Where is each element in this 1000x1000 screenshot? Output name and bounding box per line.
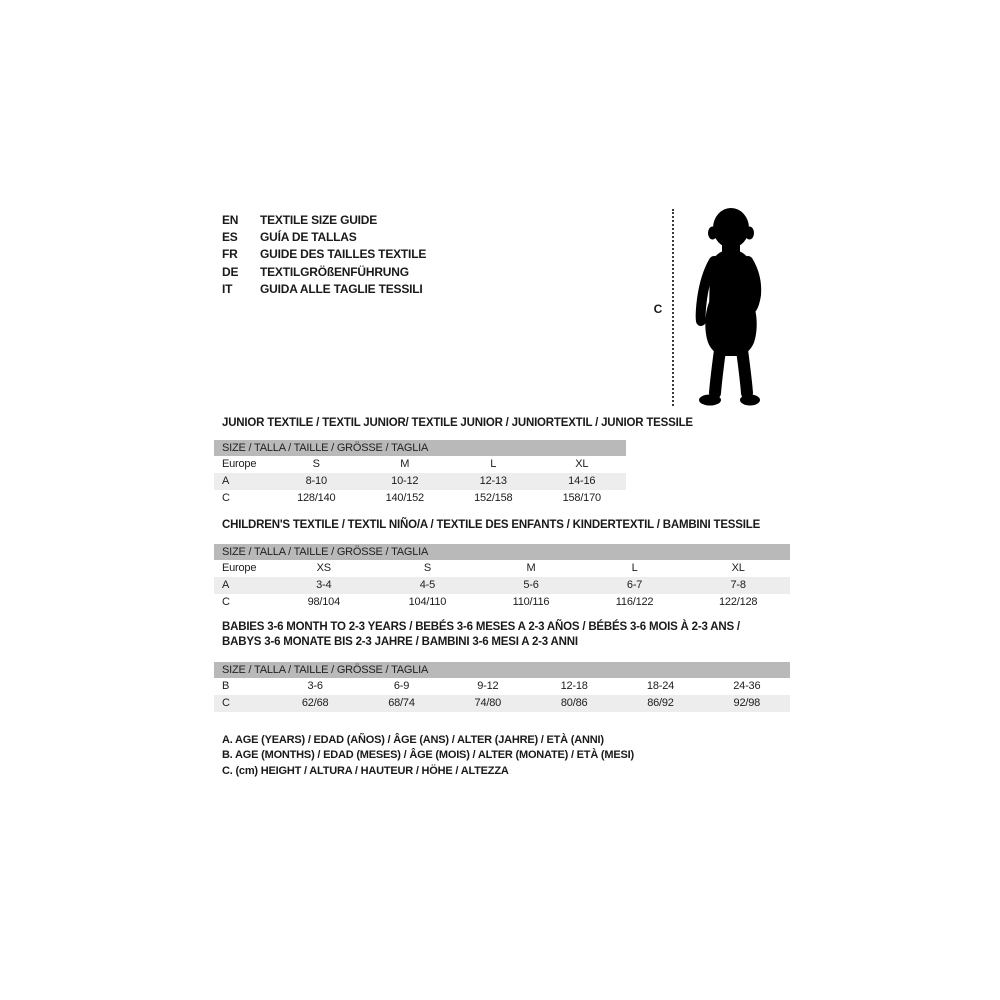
size-header-bar: SIZE / TALLA / TAILLE / GRÖSSE / TAGLIA: [214, 544, 790, 560]
age-cell: 10-12: [391, 475, 419, 487]
age-cell: 3-4: [316, 579, 332, 591]
row-label: B: [222, 680, 230, 692]
height-cell: 122/128: [718, 596, 758, 608]
height-measure-label: C: [653, 302, 663, 316]
size-cell: M: [400, 458, 410, 470]
language-label: GUÍA DE TALLAS: [260, 230, 357, 245]
size-cell: XS: [316, 562, 331, 574]
language-row: IT GUIDA ALLE TAGLIE TESSILI: [222, 281, 426, 298]
height-cell: 140/152: [385, 492, 425, 504]
row-label: C: [222, 492, 230, 504]
legend-block: A. AGE (YEARS) / EDAD (AÑOS) / ÂGE (ANS)…: [222, 733, 634, 779]
language-label: TEXTILE SIZE GUIDE: [260, 213, 378, 227]
language-code: DE: [222, 264, 239, 279]
children-table-title: CHILDREN'S TEXTILE / TEXTIL NIÑO/A / TEX…: [222, 519, 761, 531]
table-row-age: A 3-4 4-5 5-6 6-7 7-8: [214, 577, 790, 594]
height-cell: 98/104: [307, 596, 341, 608]
table-row-months: B 3-6 6-9 9-12 12-18 18-24 24-36: [214, 678, 790, 695]
age-cell: 8-10: [305, 475, 327, 487]
height-cell: 110/116: [512, 596, 550, 608]
language-code: FR: [222, 247, 238, 262]
size-cell: L: [490, 458, 497, 470]
language-row: DE TEXTILGRÖßENFÜHRUNG: [222, 264, 426, 281]
language-code: ES: [222, 230, 238, 245]
size-header-bar: SIZE / TALLA / TAILLE / GRÖSSE / TAGLIA: [214, 440, 626, 456]
age-cell: 5-6: [523, 579, 539, 591]
age-cell: 14-16: [568, 475, 596, 487]
table-row-height: C 128/140 140/152 152/158 158/170: [214, 490, 626, 507]
babies-title-line2: BABYS 3-6 MONATE BIS 2-3 JAHRE / BAMBINI…: [222, 636, 578, 648]
size-cell: XL: [731, 562, 745, 574]
months-cell: 3-6: [307, 680, 324, 692]
language-guide-block: EN TEXTILE SIZE GUIDE ES GUÍA DE TALLAS …: [222, 212, 426, 298]
table-row-age: A 8-10 10-12 12-13 14-16: [214, 473, 626, 490]
table-row-europe: Europe S M L XL: [214, 456, 626, 473]
row-label: C: [222, 697, 230, 709]
height-cell: 104/110: [408, 596, 447, 608]
months-cell: 18-24: [646, 680, 675, 692]
age-cell: 4-5: [419, 579, 436, 591]
height-cell: 74/80: [474, 697, 502, 709]
legend-line-a: A. AGE (YEARS) / EDAD (AÑOS) / ÂGE (ANS)…: [222, 734, 604, 746]
babies-table-title: BABIES 3-6 MONTH TO 2-3 YEARS / BEBÉS 3-…: [222, 620, 740, 650]
junior-table-title: JUNIOR TEXTILE / TEXTIL JUNIOR/ TEXTILE …: [222, 417, 693, 429]
language-code: EN: [222, 213, 239, 227]
height-cell: 128/140: [297, 492, 336, 504]
babies-title-line1: BABIES 3-6 MONTH TO 2-3 YEARS / BEBÉS 3-…: [222, 621, 740, 633]
language-row: ES GUÍA DE TALLAS: [222, 229, 426, 246]
months-cell: 24-36: [733, 680, 761, 692]
height-cell: 158/170: [562, 492, 602, 504]
toddler-silhouette-icon: [695, 208, 762, 406]
size-cell: S: [423, 562, 431, 574]
size-cell: S: [312, 458, 320, 470]
height-cell: 152/158: [474, 492, 513, 504]
age-cell: 7-8: [730, 579, 747, 591]
size-cell: M: [526, 562, 536, 574]
size-cell: XL: [575, 458, 589, 470]
size-cell: L: [631, 562, 638, 574]
size-header-bar: SIZE / TALLA / TAILLE / GRÖSSE / TAGLIA: [214, 662, 790, 678]
height-measure-dotted-line: [672, 209, 674, 406]
height-cell: 92/98: [733, 697, 761, 709]
language-code: IT: [222, 281, 233, 296]
babies-size-table: SIZE / TALLA / TAILLE / GRÖSSE / TAGLIA …: [214, 662, 790, 712]
table-row-height: C 98/104 104/110 110/116 116/122 122/128: [214, 594, 790, 611]
row-label: C: [222, 596, 230, 608]
junior-size-table: SIZE / TALLA / TAILLE / GRÖSSE / TAGLIA …: [214, 440, 626, 507]
legend-line-b: B. AGE (MONTHS) / EDAD (MESES) / ÂGE (MO…: [222, 749, 634, 762]
age-cell: 6-7: [626, 579, 643, 591]
legend-line-c: C. (cm) HEIGHT / ALTURA / HAUTEUR / HÖHE…: [222, 764, 509, 777]
height-cell: 86/92: [647, 697, 674, 709]
language-label: GUIDE DES TAILLES TEXTILE: [260, 247, 427, 262]
language-row: FR GUIDE DES TAILLES TEXTILE: [222, 246, 426, 263]
months-cell: 6-9: [393, 680, 410, 692]
language-label: GUIDA ALLE TAGLIE TESSILI: [260, 281, 423, 296]
row-label: Europe: [222, 562, 257, 574]
height-cell: 68/74: [388, 697, 415, 709]
height-cell: 62/68: [301, 697, 329, 709]
language-row: EN TEXTILE SIZE GUIDE: [222, 212, 426, 229]
row-label: A: [222, 475, 230, 487]
height-cell: 80/86: [560, 697, 588, 709]
row-label: Europe: [222, 458, 257, 470]
table-row-height: C 62/68 68/74 74/80 80/86 86/92 92/98: [214, 695, 790, 712]
months-cell: 9-12: [477, 680, 499, 692]
months-cell: 12-18: [560, 680, 588, 692]
height-cell: 116/122: [615, 596, 654, 608]
row-label: A: [222, 579, 230, 591]
age-cell: 12-13: [479, 475, 507, 487]
children-size-table: SIZE / TALLA / TAILLE / GRÖSSE / TAGLIA …: [214, 544, 790, 611]
language-label: TEXTILGRÖßENFÜHRUNG: [260, 264, 409, 279]
table-row-europe: Europe XS S M L XL: [214, 560, 790, 577]
